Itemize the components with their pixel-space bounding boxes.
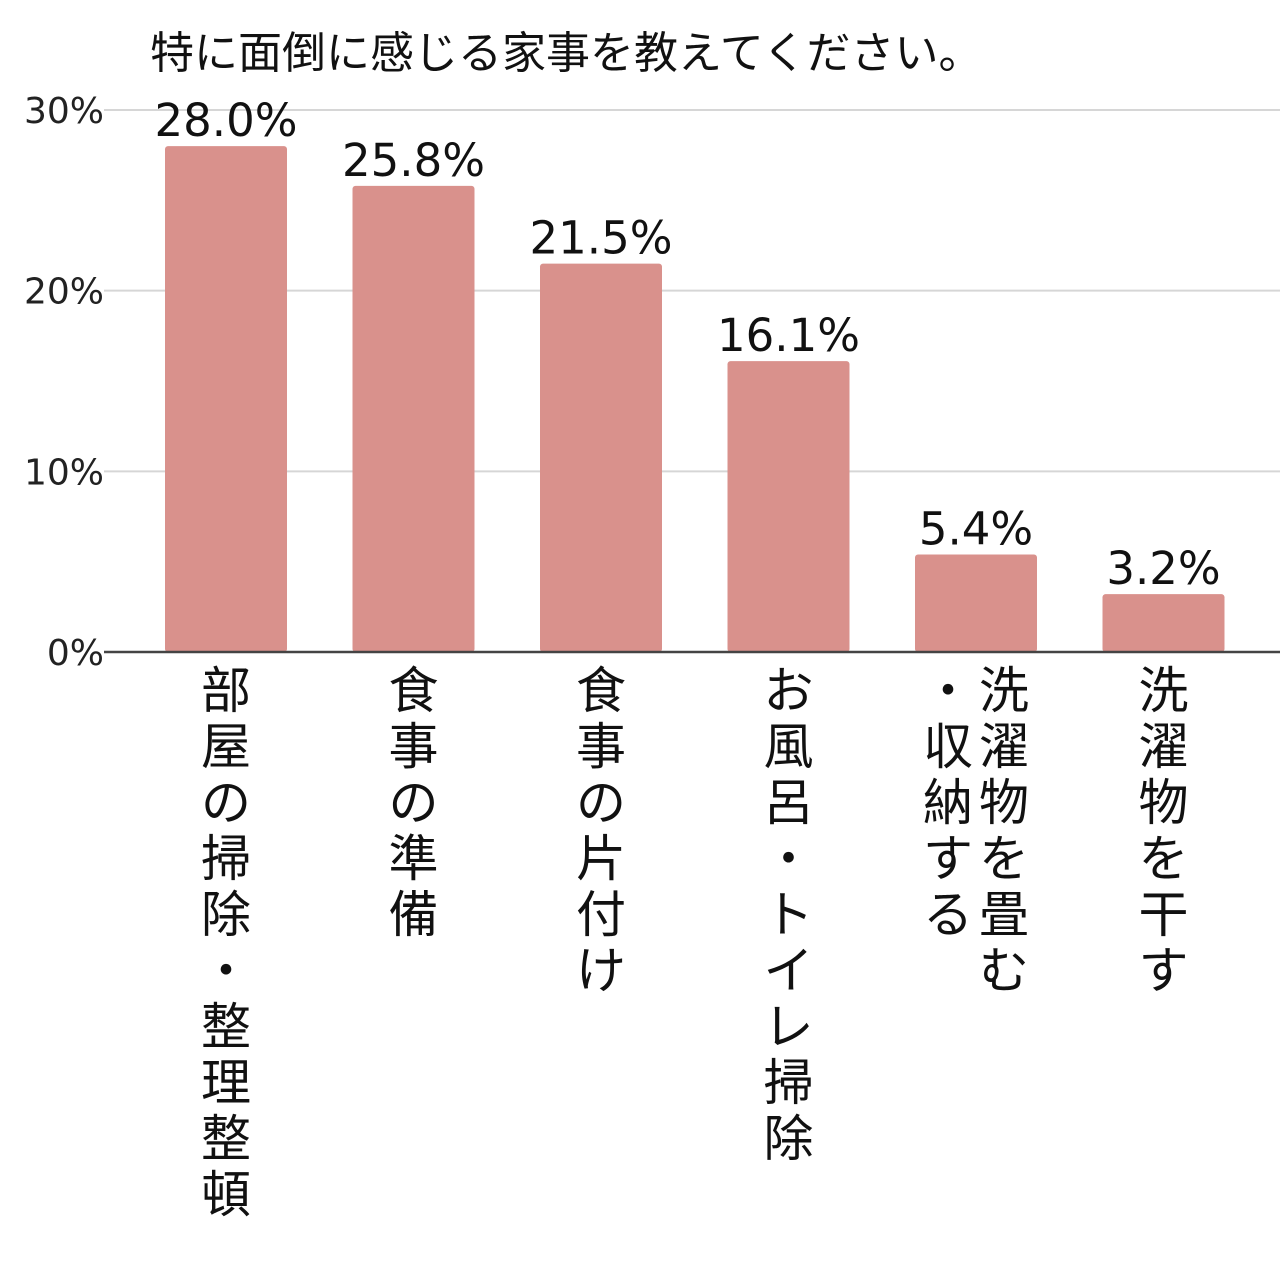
y-axis-ticks: 0% 10% 20% 30% (24, 91, 104, 674)
value-label: 16.1% (717, 309, 860, 362)
value-label: 21.5% (530, 212, 673, 265)
category-label: 食事の準備 (389, 662, 439, 944)
value-label: 28.0% (155, 94, 298, 147)
category-label: ・収納する (923, 662, 973, 944)
y-tick-label: 0% (47, 633, 104, 674)
chart-title: 特に面倒に感じる家事を教えてください。 (150, 28, 982, 79)
value-label: 25.8% (342, 134, 485, 187)
bars (165, 146, 1225, 652)
y-tick-label: 10% (24, 452, 104, 493)
y-tick-label: 30% (24, 91, 104, 132)
value-labels: 28.0% 25.8% 21.5% 16.1% 5.4% 3.2% (155, 94, 1221, 595)
category-label: 洗濯物を畳む (979, 662, 1029, 1000)
category-label: 部屋の掃除・整理整頓 (201, 662, 251, 1224)
value-label: 5.4% (919, 502, 1033, 555)
bar (165, 146, 287, 652)
category-label: 食事の片付け (576, 662, 626, 1000)
bar (1102, 594, 1225, 652)
bar (352, 185, 475, 652)
gridlines (104, 109, 1280, 473)
y-tick-label: 20% (24, 272, 104, 313)
category-label: 洗濯物を干す (1139, 662, 1189, 1000)
bar (540, 263, 662, 652)
value-label: 3.2% (1106, 542, 1220, 595)
bar (915, 554, 1037, 652)
category-label: お風呂・トイレ掃除 (764, 662, 814, 1168)
bar (727, 361, 850, 652)
category-labels: 部屋の掃除・整理整頓 食事の準備 食事の片付け お風呂・トイレ掃除 洗濯物を畳む・収納す… (201, 662, 1189, 1224)
